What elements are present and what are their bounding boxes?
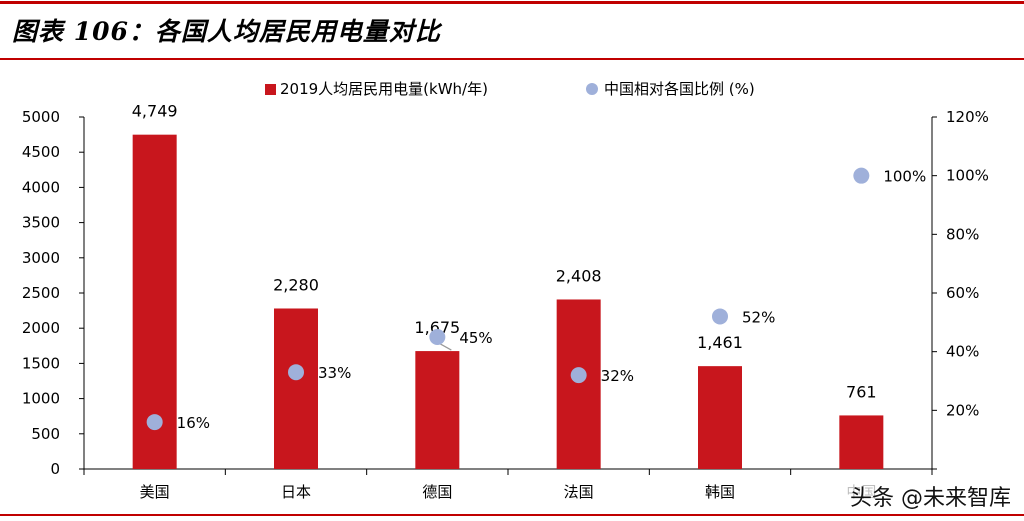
x-tick-label: 美国: [140, 483, 170, 501]
x-tick-label: 德国: [422, 483, 452, 501]
x-tick-label: 法国: [564, 483, 594, 501]
ratio-point-label: 33%: [318, 364, 351, 382]
ratio-point: [570, 367, 587, 384]
bar: [132, 134, 177, 469]
bar-value-label: 2,280: [273, 275, 319, 294]
bar: [274, 308, 318, 469]
y-right-tick-label: 120%: [946, 108, 989, 126]
y-right-tick-label: 80%: [946, 225, 979, 243]
ratio-point-label: 32%: [601, 367, 634, 385]
y-left-tick-label: 1000: [22, 390, 60, 408]
y-left-tick-label: 4000: [22, 178, 60, 196]
legend-point-swatch: [586, 83, 598, 95]
ratio-point: [853, 167, 870, 184]
ratio-point: [288, 364, 304, 381]
ratio-point-label: 52%: [742, 308, 775, 326]
legend-bar-swatch: [265, 84, 276, 95]
x-tick-label: 日本: [281, 483, 311, 501]
y-right-tick-label: 100%: [946, 167, 989, 185]
bar: [698, 366, 742, 469]
y-left-tick-label: 2500: [22, 284, 60, 302]
ratio-point: [429, 329, 446, 345]
bar-value-label: 1,461: [697, 333, 743, 352]
bar: [415, 351, 460, 469]
ratio-point: [146, 414, 163, 431]
y-right-tick-label: 60%: [946, 284, 979, 302]
y-left-tick-label: 1500: [22, 354, 60, 372]
ratio-point-label: 100%: [883, 168, 926, 186]
bar: [556, 299, 601, 469]
bar-value-label: 1,675: [414, 318, 460, 337]
x-tick-label: 韩国: [705, 483, 735, 501]
page-title: 图表 106：各国人均居民用电量对比: [12, 17, 441, 46]
bar-value-label: 2,408: [556, 266, 602, 285]
chart: 0 500 1000 1500 2000 2500 3000 3500 4000 4500 5000…: [22, 80, 989, 501]
y-left-tick-label: 5000: [22, 108, 60, 126]
title-divider: [0, 58, 1024, 60]
y-right-tick-label: 40%: [946, 343, 979, 361]
y-left-tick-label: 500: [31, 425, 60, 443]
top-rule: [0, 1, 1024, 4]
legend-bar-label: 2019人均居民用电量(kWh/年): [280, 80, 488, 98]
watermark: 头条 @未来智库: [847, 480, 1014, 512]
y-left-tick-label: 3000: [22, 249, 60, 267]
y-left-tick-label: 2000: [22, 319, 60, 337]
bottom-rule: [0, 514, 1024, 516]
y-left-tick-label: 4500: [22, 143, 60, 161]
bar-value-label: 761: [846, 382, 877, 401]
ratio-point-label: 45%: [459, 329, 492, 347]
bar-value-label: 4,749: [132, 102, 178, 121]
ratio-point-label: 16%: [177, 414, 210, 432]
legend-point-label: 中国相对各国比例 (%): [604, 80, 755, 98]
y-left-tick-label: 3500: [22, 214, 60, 232]
bar: [839, 415, 884, 469]
ratio-point: [712, 308, 728, 325]
y-right-tick-label: 20%: [946, 401, 979, 419]
y-left-tick-label: 0: [50, 460, 60, 478]
